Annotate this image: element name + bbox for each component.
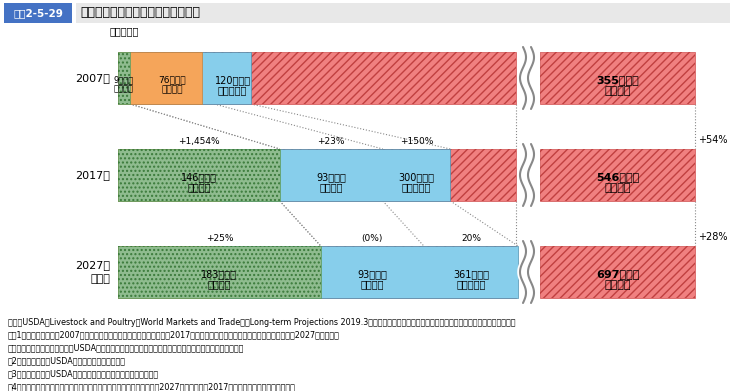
Bar (118, 149, 450, 201)
Text: （日本）: （日本） (320, 182, 343, 192)
Bar (118, 149, 221, 201)
Text: （中国）: （中国） (114, 84, 134, 93)
Bar (118, 52, 251, 104)
Bar (118, 52, 130, 104)
Bar (540, 246, 695, 298)
Text: +28%: +28% (698, 232, 728, 242)
Text: 図表2-5-29: 図表2-5-29 (13, 8, 63, 18)
Bar (540, 52, 695, 104)
Bar (118, 149, 516, 201)
Text: 世界とアジア地域の豚肉の輸入状況: 世界とアジア地域の豚肉の輸入状況 (80, 7, 200, 20)
Text: +54%: +54% (698, 135, 728, 145)
Text: （世界）: （世界） (604, 280, 631, 290)
Bar (118, 52, 516, 104)
Text: 2027年
見通し: 2027年 見通し (75, 260, 110, 283)
Text: 300万トン: 300万トン (399, 172, 434, 182)
Bar (76, 3, 730, 23)
Text: 93万トン: 93万トン (316, 172, 346, 182)
Bar (118, 246, 516, 298)
Bar (118, 246, 516, 298)
Text: 2007年: 2007年 (75, 73, 110, 83)
Bar (118, 52, 516, 104)
Bar (118, 246, 320, 298)
Bar (540, 149, 695, 201)
Bar (540, 52, 695, 104)
Text: +23%: +23% (318, 137, 345, 146)
Text: 546万トン: 546万トン (596, 172, 639, 182)
Text: （世界）: （世界） (604, 183, 631, 193)
Bar (540, 149, 695, 201)
Bar (540, 246, 695, 298)
Text: 9万トン: 9万トン (114, 75, 134, 84)
Text: 697万トン: 697万トン (596, 269, 639, 279)
Text: （日本）: （日本） (361, 279, 384, 289)
Text: 2017年: 2017年 (75, 170, 110, 180)
Text: （アジア）: （アジア） (218, 85, 247, 95)
Text: 93万トン: 93万トン (358, 269, 387, 279)
Text: （アジア）: （アジア） (402, 182, 431, 192)
Text: （中国）: （中国） (187, 182, 211, 192)
Text: （中国）: （中国） (207, 279, 231, 289)
Bar (118, 149, 516, 201)
Text: 資料：USDA「Livestock and Poultry：World Markets and Trade」「Long-term Projections 201: 資料：USDA「Livestock and Poultry：World Mark… (8, 318, 515, 391)
Text: 361万トン: 361万トン (453, 269, 489, 279)
Text: 76万トン: 76万トン (158, 75, 186, 84)
Bar (118, 52, 202, 104)
Text: +1,454%: +1,454% (178, 137, 220, 146)
Bar (118, 149, 280, 201)
Text: +25%: +25% (206, 234, 233, 243)
Text: 183万トン: 183万トン (201, 269, 237, 279)
Text: 120万トン: 120万トン (215, 75, 250, 85)
Bar (118, 149, 280, 201)
Text: +150%: +150% (400, 137, 434, 146)
Text: （アジア）: （アジア） (456, 279, 485, 289)
Bar (118, 246, 221, 298)
Bar (118, 246, 518, 298)
Text: （輸入量）: （輸入量） (110, 26, 139, 36)
Bar (118, 246, 320, 298)
Bar (118, 52, 130, 104)
Text: 146万トン: 146万トン (181, 172, 217, 182)
Text: 20%: 20% (461, 234, 481, 243)
Text: （日本）: （日本） (161, 86, 182, 95)
Text: (0%): (0%) (361, 234, 383, 243)
Text: 355万トン: 355万トン (596, 75, 639, 85)
Bar (4, 3, 72, 23)
Text: （世界）: （世界） (604, 86, 631, 96)
